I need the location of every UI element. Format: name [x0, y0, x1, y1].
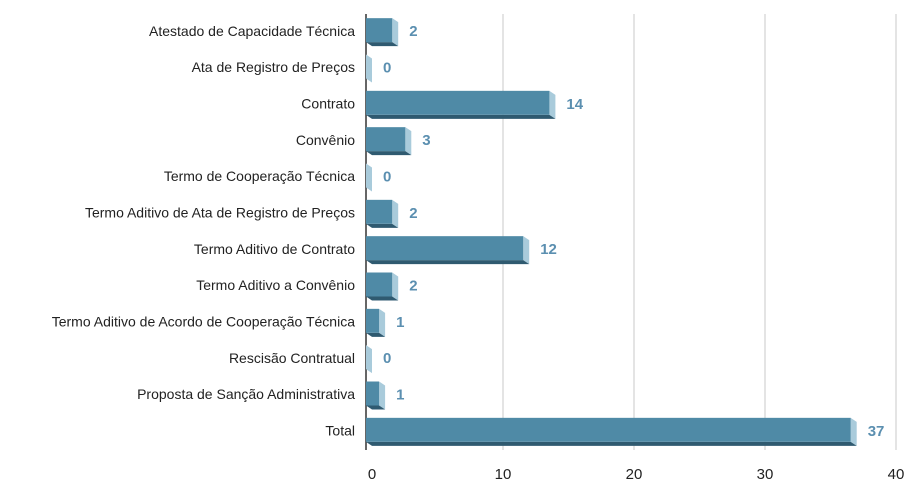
bar: [366, 381, 380, 406]
bar-side: [523, 236, 530, 265]
y-tick-label: Ata de Registro de Preços: [192, 59, 355, 75]
y-tick-label: Total: [325, 423, 355, 439]
value-label: 3: [422, 132, 430, 149]
y-tick-label: Proposta de Sanção Administrativa: [137, 386, 355, 402]
bar: [366, 236, 524, 261]
y-tick-label: Termo Aditivo de Ata de Registro de Preç…: [85, 205, 355, 221]
value-label: 14: [566, 96, 583, 113]
bar-side: [392, 272, 399, 301]
bar: [366, 417, 851, 442]
y-tick-label: Termo Aditivo de Acordo de Cooperação Té…: [52, 314, 355, 330]
bar-side: [366, 345, 372, 374]
bar-bottom: [366, 151, 412, 156]
bar-bottom: [366, 405, 386, 410]
x-tick-label: 30: [757, 466, 774, 483]
value-label: 12: [540, 241, 557, 258]
bar-side: [392, 18, 399, 47]
bar-side: [850, 417, 857, 446]
x-tick-label: 40: [888, 466, 905, 483]
y-tick-label: Atestado de Capacidade Técnica: [149, 23, 355, 39]
bar: [366, 127, 406, 152]
value-label: 2: [409, 205, 417, 222]
value-label: 1: [396, 314, 404, 331]
x-tick-label: 20: [626, 466, 643, 483]
bar: [366, 308, 380, 333]
bar-bottom: [366, 332, 386, 337]
bar: [366, 18, 393, 43]
bar-bottom: [366, 260, 530, 265]
bar: [366, 199, 393, 224]
value-label: 0: [383, 350, 391, 367]
y-tick-label: Termo de Cooperação Técnica: [164, 168, 355, 184]
bar-side: [366, 54, 372, 83]
bar-side: [379, 381, 386, 410]
value-label: 1: [396, 386, 404, 403]
x-tick-label: 10: [495, 466, 512, 483]
bar-side: [392, 199, 399, 228]
y-tick-label: Termo Aditivo a Convênio: [196, 277, 355, 293]
bar-side: [549, 90, 556, 119]
bar-side: [405, 127, 412, 156]
bar: [366, 272, 393, 297]
bar-side: [366, 163, 372, 192]
y-tick-label: Rescisão Contratual: [229, 350, 355, 366]
y-tick-label: Convênio: [296, 132, 355, 148]
bar-side: [379, 308, 386, 337]
y-tick-label: Contrato: [301, 96, 355, 112]
value-label: 2: [409, 23, 417, 40]
bar-bottom: [366, 42, 399, 47]
value-label: 37: [868, 423, 885, 440]
bar: [366, 90, 550, 115]
value-label: 0: [383, 59, 391, 76]
x-tick-label: 0: [368, 466, 376, 483]
bar-bottom: [366, 296, 399, 301]
value-label: 2: [409, 277, 417, 294]
value-label: 0: [383, 168, 391, 185]
y-tick-label: Termo Aditivo de Contrato: [194, 241, 355, 257]
bar-bottom: [366, 223, 399, 228]
bar-bottom: [366, 441, 857, 446]
bar-bottom: [366, 114, 556, 119]
